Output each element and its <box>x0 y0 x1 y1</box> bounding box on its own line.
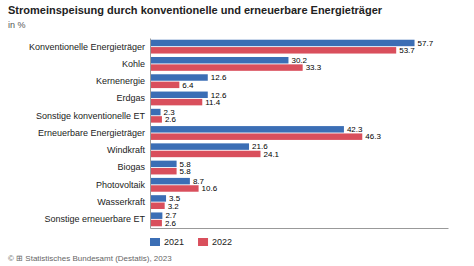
bar <box>150 203 165 209</box>
x-axis <box>151 228 449 229</box>
bar <box>150 92 208 98</box>
data-label: 46.3 <box>365 132 381 141</box>
bar <box>150 151 260 157</box>
data-label: 33.3 <box>306 63 322 72</box>
y-tick-label: Sonstige erneuerbare ET <box>44 214 145 224</box>
footer: © ⊞ Statistisches Bundesamt (Destatis), … <box>8 254 172 263</box>
bar <box>150 161 177 167</box>
bar <box>150 99 202 105</box>
y-tick-label: Wasserkraft <box>97 197 145 207</box>
bar <box>150 47 396 53</box>
data-label: 57.7 <box>418 39 434 48</box>
legend-item: 2022 <box>198 237 232 247</box>
y-tick: Sonstige konventionelle ET <box>36 111 146 121</box>
bars <box>150 40 415 227</box>
bar <box>150 143 249 149</box>
y-tick: Biogas <box>117 162 145 172</box>
data-label: 2.6 <box>165 219 177 228</box>
y-tick: Photovoltaik <box>96 180 146 190</box>
data-label: 42.3 <box>347 125 363 134</box>
bar <box>150 109 161 115</box>
y-tick: Sonstige erneuerbare ET <box>44 214 145 224</box>
bar <box>150 126 344 132</box>
legend-swatch <box>198 238 208 246</box>
x-axis-line <box>151 228 449 229</box>
y-tick: Konventionelle Energieträger <box>29 42 145 52</box>
data-label: 12.6 <box>211 73 227 82</box>
bar <box>150 57 288 63</box>
legend-label: 2021 <box>164 237 184 247</box>
title: Stromeinspeisung durch konventionelle un… <box>8 4 383 16</box>
y-tick-label: Sonstige konventionelle ET <box>36 111 146 121</box>
data-label: 24.1 <box>263 150 279 159</box>
y-tick-label: Windkraft <box>107 145 146 155</box>
y-tick: Windkraft <box>107 145 146 155</box>
data-label: 5.8 <box>180 167 192 176</box>
data-labels: 57.730.212.612.62.342.321.65.88.73.52.75… <box>164 39 434 228</box>
bar <box>150 64 303 70</box>
y-tick-label: Erdgas <box>116 93 145 103</box>
y-tick: Kernenergie <box>96 76 145 86</box>
y-tick-label: Konventionelle Energieträger <box>29 42 145 52</box>
bar <box>150 74 208 80</box>
legend-swatch <box>150 238 160 246</box>
bar <box>150 178 190 184</box>
y-tick: Erdgas <box>116 93 145 103</box>
bar <box>150 116 162 122</box>
bar <box>150 195 166 201</box>
y-axis: Konventionelle Energieträger Kohle Kernene… <box>29 39 151 229</box>
data-label: 2.6 <box>165 115 177 124</box>
legend-label: 2022 <box>212 237 232 247</box>
legend-item: 2021 <box>150 237 184 247</box>
bar <box>150 220 162 226</box>
data-label: 6.4 <box>182 81 194 90</box>
subtitle: in % <box>8 20 26 30</box>
y-tick: Erneuerbare Energieträger <box>38 128 145 138</box>
bar <box>150 185 199 191</box>
y-tick: Kohle <box>122 59 145 69</box>
data-label: 11.4 <box>205 98 221 107</box>
data-label: 53.7 <box>399 46 415 55</box>
data-label: 10.6 <box>202 184 218 193</box>
legend: 2021 2022 <box>150 237 232 247</box>
bar <box>150 82 179 88</box>
bar <box>150 212 162 218</box>
plot: 57.730.212.612.62.342.321.65.88.73.52.75… <box>29 39 449 229</box>
data-label: 3.2 <box>168 202 180 211</box>
bar <box>150 40 415 46</box>
bar <box>150 133 362 139</box>
chart: Stromeinspeisung durch konventionelle un… <box>0 0 474 266</box>
bar <box>150 168 177 174</box>
y-tick: Wasserkraft <box>97 197 145 207</box>
y-tick-label: Biogas <box>117 162 145 172</box>
y-tick-label: Kohle <box>122 59 145 69</box>
y-tick-label: Photovoltaik <box>96 180 146 190</box>
y-axis-line <box>150 39 151 229</box>
y-tick-label: Kernenergie <box>96 76 145 86</box>
y-tick-label: Erneuerbare Energieträger <box>38 128 145 138</box>
